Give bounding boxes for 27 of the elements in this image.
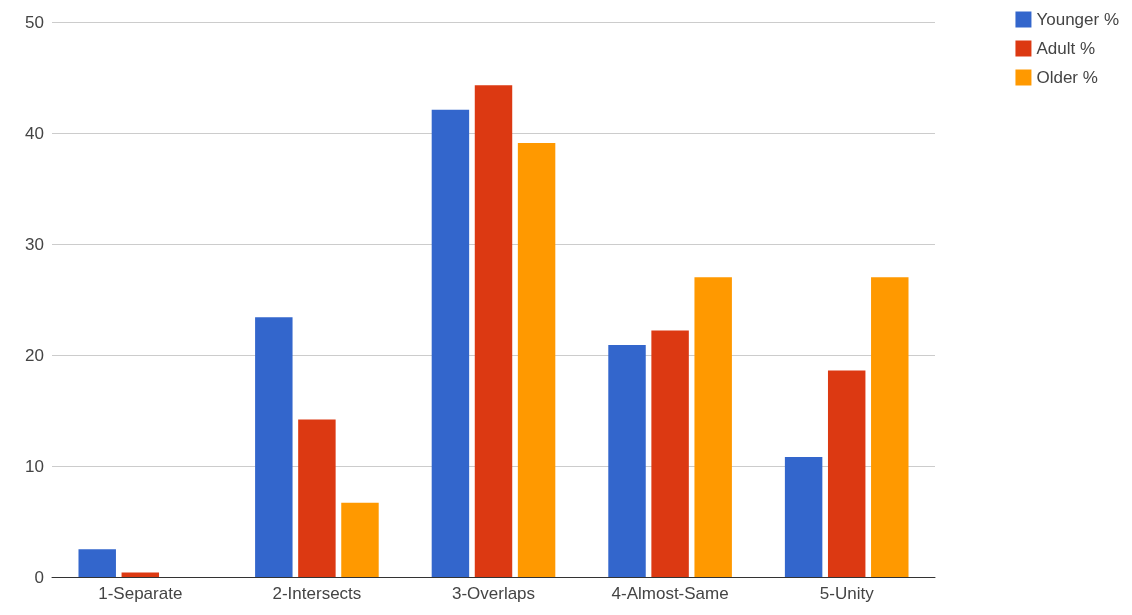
bar bbox=[78, 549, 116, 577]
x-tick-label: 1-Separate bbox=[98, 584, 183, 603]
y-tick-label: 20 bbox=[25, 345, 44, 365]
bar bbox=[827, 370, 866, 577]
bar bbox=[651, 330, 689, 577]
y-tick-label: 40 bbox=[25, 123, 44, 143]
y-tick-label: 50 bbox=[25, 12, 44, 32]
y-tick-label: 10 bbox=[25, 456, 44, 476]
x-tick-label: 5-Unity bbox=[819, 584, 875, 603]
legend-label: Older % bbox=[1036, 68, 1098, 87]
bar bbox=[517, 142, 556, 577]
bar bbox=[871, 277, 909, 577]
x-tick-label: 3-Overlaps bbox=[451, 584, 536, 603]
bar bbox=[341, 502, 379, 577]
bar bbox=[298, 419, 336, 577]
y-tick-label: 30 bbox=[25, 234, 44, 254]
bar bbox=[694, 277, 732, 577]
y-tick-label: 0 bbox=[34, 567, 44, 587]
x-tick-label: 4-Almost-Same bbox=[611, 584, 729, 603]
bar bbox=[608, 345, 646, 577]
legend-label: Adult % bbox=[1036, 39, 1096, 58]
legend-label: Younger % bbox=[1036, 10, 1120, 29]
bar bbox=[431, 109, 470, 577]
bar bbox=[784, 457, 823, 577]
bar bbox=[255, 317, 293, 577]
bar bbox=[474, 85, 513, 577]
x-tick-label: 2-Intersects bbox=[272, 584, 362, 603]
